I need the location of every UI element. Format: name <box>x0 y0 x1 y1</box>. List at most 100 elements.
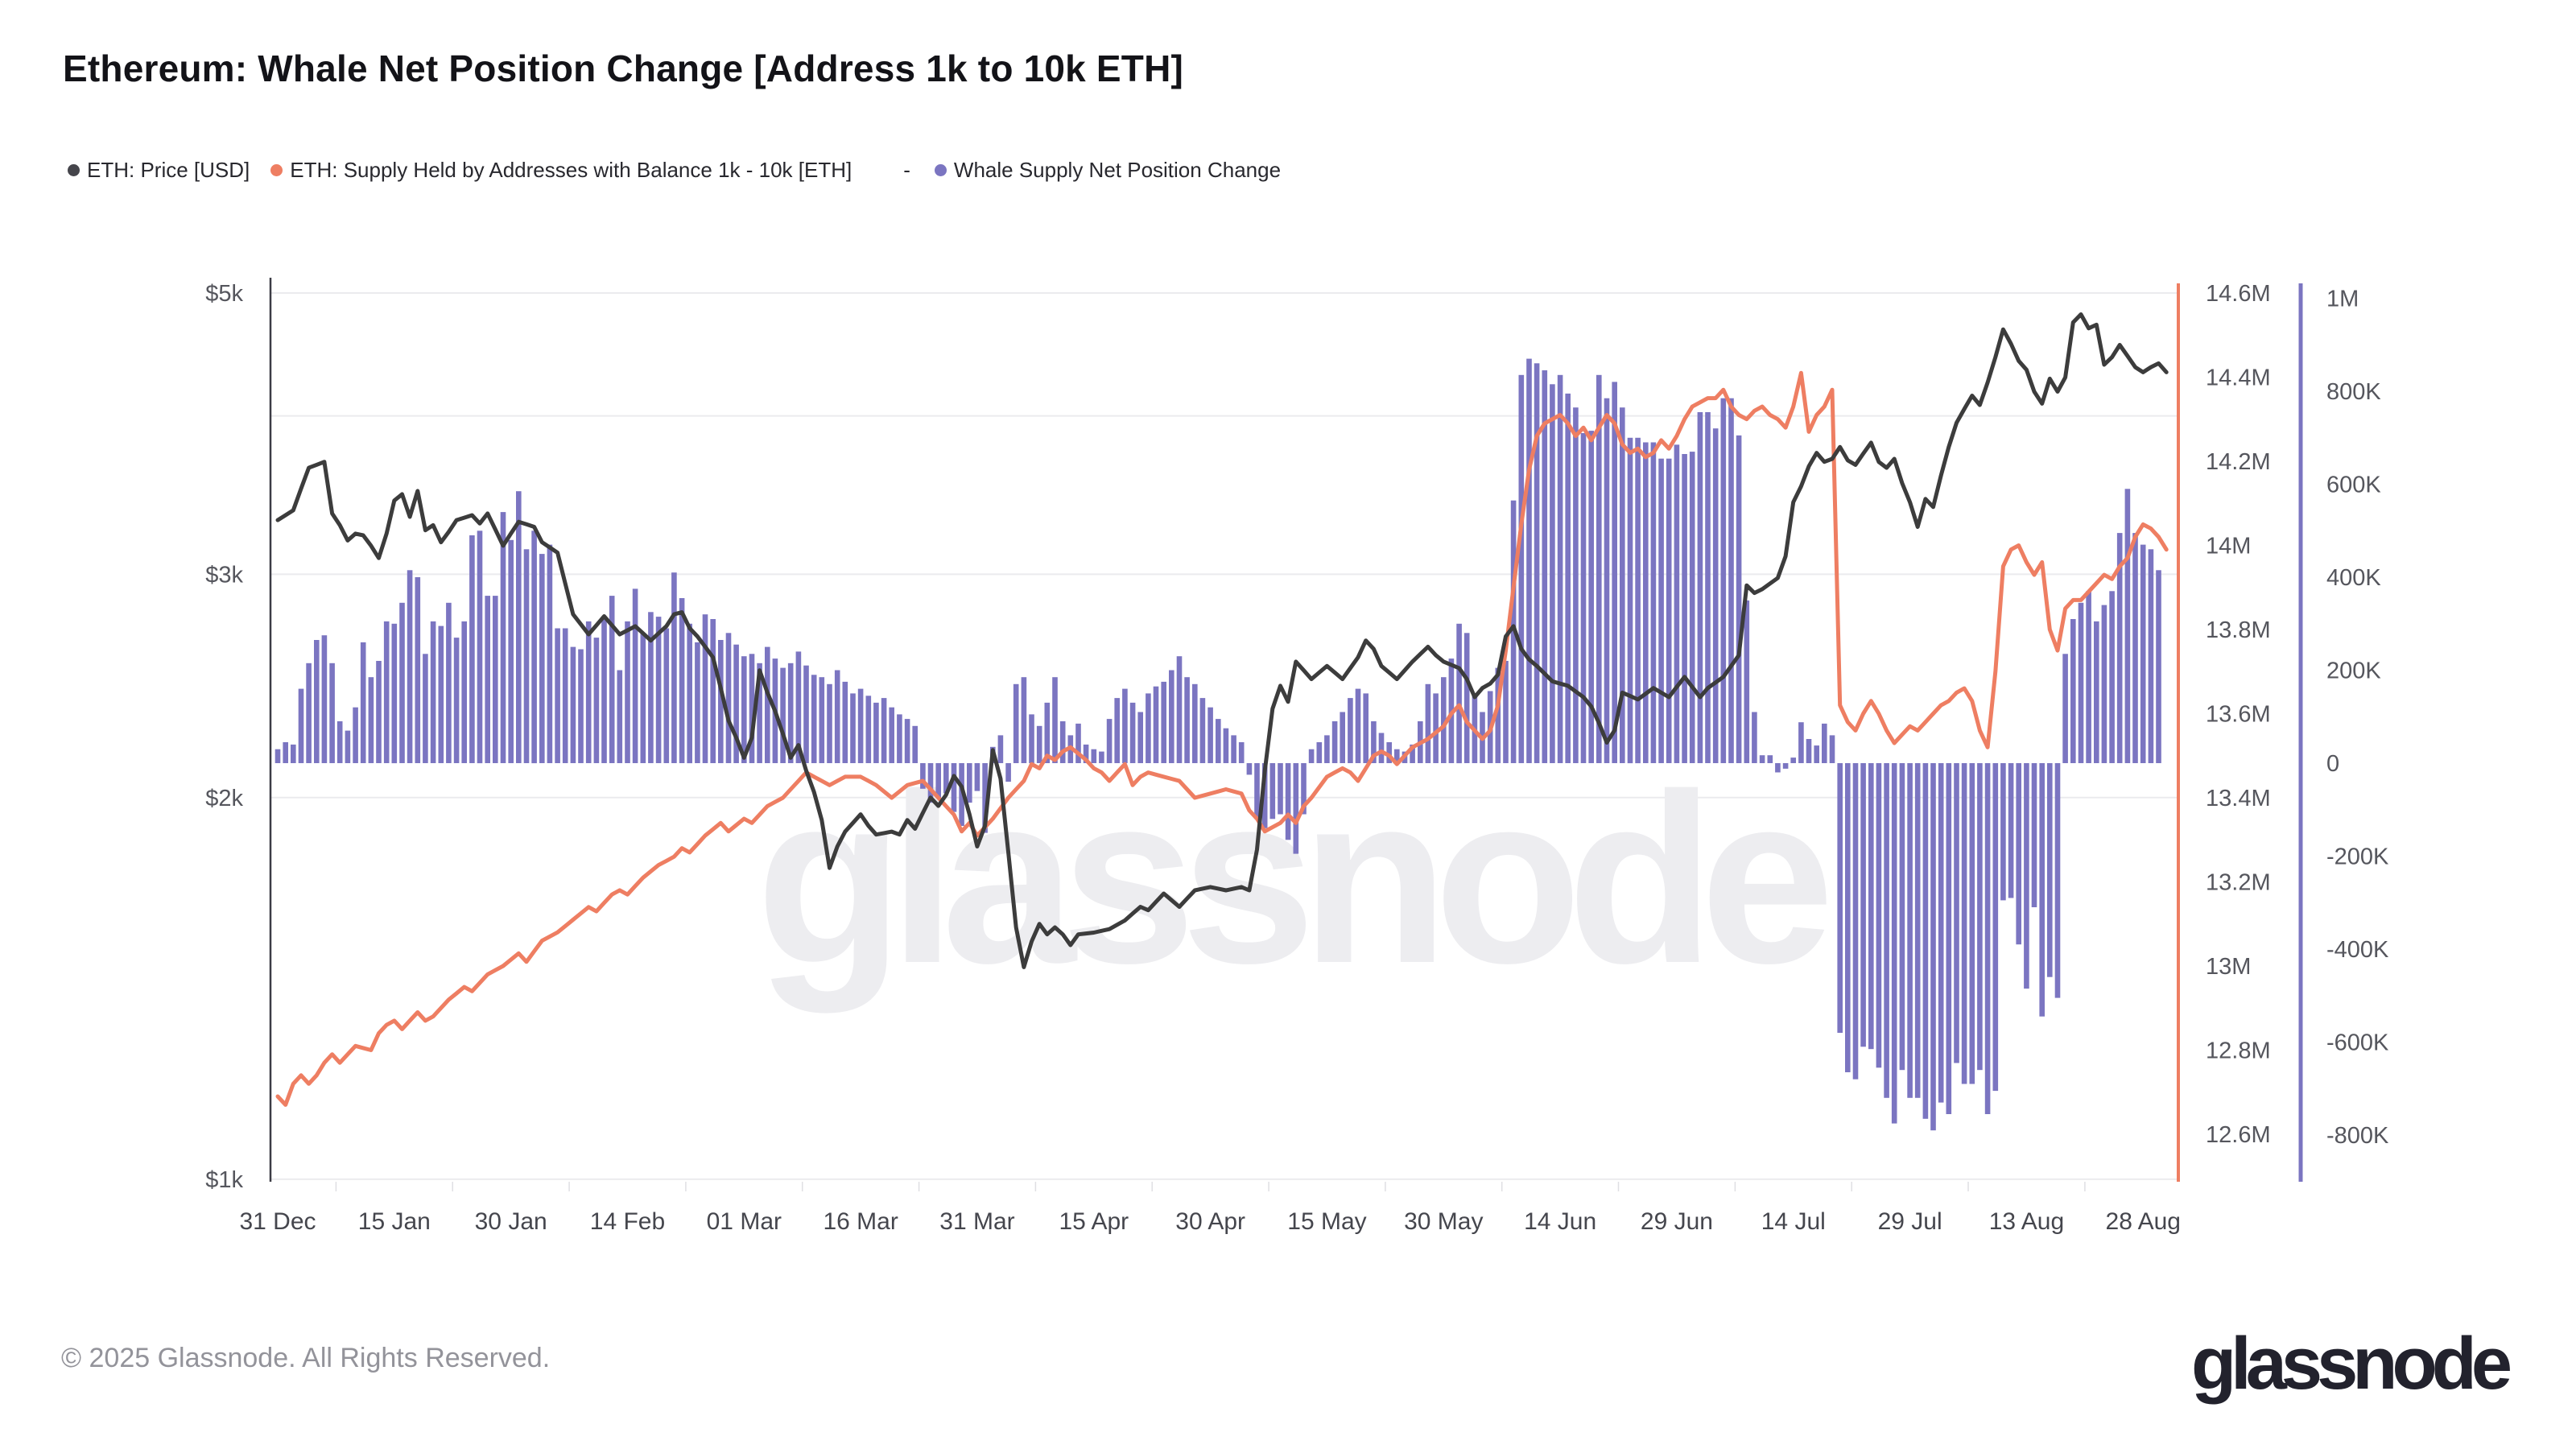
net-position-bar <box>1860 763 1866 1047</box>
supply-axis-label: 14M <box>2206 534 2251 559</box>
net-position-bar <box>842 681 848 763</box>
net-position-bar <box>1231 735 1236 763</box>
net-position-bar <box>1410 744 1415 763</box>
net-position-bar <box>834 670 840 763</box>
net-position-bar <box>2101 605 2107 763</box>
net-position-bar <box>306 663 312 763</box>
net-position-bar <box>857 688 864 763</box>
net-position-bar <box>1114 698 1120 763</box>
net-position-bar <box>1907 763 1913 1098</box>
net-position-bar <box>2086 591 2091 763</box>
net-position-bar <box>1254 763 1260 819</box>
net-position-bar <box>1565 393 1571 763</box>
supply-series-dot-icon <box>270 164 283 176</box>
legend-item-price[interactable]: ETH: Price [USD] <box>68 158 250 183</box>
net-position-bar <box>485 596 490 763</box>
net-position-bar <box>881 698 887 763</box>
net-position-bar <box>1697 412 1703 763</box>
supply-axis-label: 14.6M <box>2206 281 2271 307</box>
net-position-bar <box>1852 763 1859 1080</box>
net-position-bar <box>1891 763 1897 1124</box>
net-position-bar <box>1946 763 1952 1114</box>
net-position-bar <box>399 602 405 763</box>
net-position-bar <box>1992 763 1999 1092</box>
net-position-bar <box>1433 693 1439 763</box>
net-position-bar <box>477 530 483 764</box>
net-position-bar <box>787 663 794 763</box>
net-position-bar <box>423 654 428 763</box>
net-position-bar <box>336 721 343 763</box>
net-position-bar <box>1238 742 1245 763</box>
legend-item-net-position[interactable]: Whale Supply Net Position Change <box>934 158 1281 183</box>
net-position-bar <box>555 628 560 763</box>
net-position-bar <box>1689 452 1695 763</box>
date-axis-label: 29 Jul <box>1878 1208 1942 1235</box>
copyright-text: © 2025 Glassnode. All Rights Reserved. <box>61 1343 551 1373</box>
legend-item-label: ETH: Supply Held by Addresses with Balan… <box>290 158 852 182</box>
net-position-bar <box>609 596 615 763</box>
net-position-bar <box>500 512 506 763</box>
net-position-bar <box>1580 433 1587 763</box>
net-position-bar <box>1394 749 1400 763</box>
net-position-bar <box>1075 723 1081 763</box>
net-position-bar <box>1331 721 1338 763</box>
net-position-bar <box>446 602 452 763</box>
net-position-bar <box>1573 407 1579 763</box>
net-position-axis-label: 1M <box>2326 287 2359 312</box>
net-position-bar <box>1534 363 1540 763</box>
net-position-bar <box>967 763 972 803</box>
net-position-bar <box>516 491 522 763</box>
net-position-bar <box>1386 742 1392 763</box>
net-position-bar <box>1223 728 1229 763</box>
net-position-axis-label: -400K <box>2326 937 2389 963</box>
net-position-bar <box>1021 677 1027 763</box>
net-position-bar <box>1712 428 1719 763</box>
net-position-bar <box>1044 702 1051 763</box>
net-position-bar <box>702 614 708 763</box>
net-position-bar <box>1278 763 1283 815</box>
net-position-bar <box>1106 719 1113 763</box>
date-axis-label: 30 Jan <box>475 1208 547 1235</box>
net-position-bar <box>819 677 825 763</box>
net-position-bar <box>795 651 802 763</box>
net-position-bar <box>578 649 584 763</box>
net-position-bar <box>1876 763 1882 1068</box>
net-position-bar <box>430 621 436 763</box>
net-position-bar <box>2024 763 2029 989</box>
page-title: Ethereum: Whale Net Position Change [Add… <box>63 47 1184 89</box>
net-position-bar <box>1868 763 1874 1050</box>
net-position-bar <box>897 714 902 763</box>
net-position-bar <box>321 635 328 763</box>
net-position-bar <box>733 644 739 763</box>
net-position-bar <box>523 549 530 763</box>
net-position-bar <box>2132 533 2138 763</box>
price-line <box>275 312 2169 969</box>
net-position-bar <box>1954 763 1959 1063</box>
net-position-bar <box>291 744 296 763</box>
net-position-bar <box>850 693 856 763</box>
net-position-bar <box>1285 763 1291 840</box>
legend-item-supply[interactable]: ETH: Supply Held by Addresses with Balan… <box>270 158 852 183</box>
legend-item-label: ETH: Price [USD] <box>87 158 250 182</box>
net-position-bar <box>1161 681 1166 763</box>
net-position-bar <box>383 621 390 763</box>
supply-axis-label: 12.8M <box>2206 1038 2271 1064</box>
net-position-bar <box>687 623 692 764</box>
net-position-bar <box>1199 698 1206 763</box>
net-position-bar <box>912 725 918 763</box>
date-axis-label: 30 Apr <box>1175 1208 1245 1235</box>
net-position-axis-label: 400K <box>2326 565 2381 591</box>
supply-axis-label: 13.2M <box>2206 870 2271 896</box>
supply-axis-label: 13.4M <box>2206 786 2271 811</box>
net-position-bar <box>873 702 879 763</box>
net-position-bar <box>1550 384 1555 763</box>
net-position-bar <box>1176 656 1183 763</box>
net-position-bar <box>943 763 949 794</box>
net-position-bar <box>695 642 700 763</box>
net-position-bar <box>757 663 762 763</box>
net-position-bar <box>1269 763 1276 819</box>
net-position-axis-label: -600K <box>2326 1030 2389 1056</box>
net-position-bar <box>329 663 335 763</box>
net-position-bar <box>2054 763 2061 998</box>
